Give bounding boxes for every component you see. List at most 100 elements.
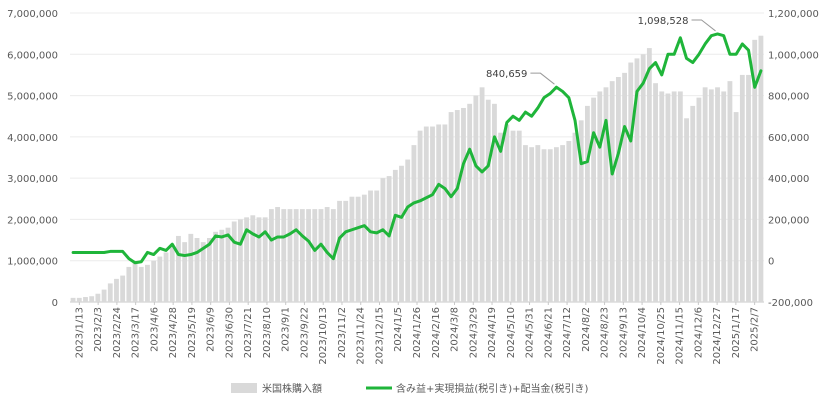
bar: [529, 147, 535, 302]
bar: [343, 200, 349, 302]
bar: [138, 266, 144, 302]
left-tick-label: 4,000,000: [7, 133, 58, 144]
bar: [306, 209, 311, 302]
x-tick-label: 2025/1/17: [731, 307, 742, 358]
bar: [634, 58, 640, 302]
right-tick-label: 200,000: [768, 215, 809, 226]
bar: [268, 209, 274, 302]
x-tick-label: 2023/6/30: [224, 307, 235, 358]
bar: [107, 283, 113, 302]
right-tick-label: 400,000: [768, 174, 809, 185]
line-series: [71, 32, 763, 265]
x-tick-label: 2024/9/13: [618, 307, 629, 358]
bar: [640, 54, 646, 302]
bar: [454, 110, 460, 303]
x-tick-label: 2023/2/3: [93, 307, 104, 352]
bar: [392, 169, 398, 302]
right-tick-label: 1,200,000: [768, 9, 819, 20]
x-tick-label: 2023/12/15: [374, 307, 385, 365]
bar: [597, 91, 603, 302]
bar: [423, 126, 429, 302]
bar: [225, 227, 231, 302]
bar: [591, 97, 597, 302]
bar: [492, 103, 497, 302]
bar: [653, 83, 658, 302]
bar: [430, 126, 435, 302]
left-tick-label: 5,000,000: [7, 92, 58, 103]
bar: [250, 215, 256, 302]
bar: [312, 209, 318, 302]
bar: [368, 190, 373, 302]
bar: [89, 296, 95, 302]
x-tick-label: 2023/8/10: [262, 307, 273, 358]
bar: [665, 93, 671, 302]
bar: [405, 159, 411, 302]
bar: [702, 87, 708, 302]
left-tick-label: 0: [52, 298, 58, 309]
bar: [758, 35, 764, 303]
bar: [213, 231, 219, 302]
x-tick-label: 2023/6/9: [206, 307, 217, 352]
x-tick-label: 2023/4/28: [168, 307, 179, 358]
left-tick-label: 2,000,000: [7, 215, 58, 226]
bar: [231, 221, 237, 302]
bar: [237, 219, 243, 302]
bars-layer: [70, 35, 764, 303]
x-tick-label: 2023/1/13: [74, 307, 85, 358]
x-tick-label: 2024/8/23: [600, 307, 611, 358]
x-tick-label: 2024/5/10: [506, 307, 517, 358]
bar: [417, 130, 423, 302]
left-y-axis: 0 1,000,000 2,000,000 3,000,000 4,000,000 5,0…: [7, 9, 58, 309]
bar: [461, 107, 466, 303]
bar: [479, 87, 485, 302]
bar: [114, 278, 119, 302]
x-tick-label: 2023/11/24: [356, 307, 367, 365]
bar: [578, 120, 584, 302]
bar: [169, 246, 175, 302]
bar: [615, 76, 621, 303]
bar: [380, 178, 386, 302]
bar: [504, 124, 510, 302]
bar: [163, 252, 169, 302]
bar: [690, 105, 696, 302]
bar: [523, 145, 528, 302]
bar: [684, 118, 689, 302]
bar: [132, 262, 138, 302]
bar: [535, 145, 541, 302]
bar: [83, 297, 88, 302]
bar: [739, 74, 745, 303]
bar: [554, 147, 559, 302]
right-tick-label: 1,000,000: [768, 50, 819, 61]
x-tick-label: 2023/4/6: [149, 307, 160, 352]
bar: [200, 242, 206, 302]
x-tick-label: 2023/3/17: [131, 307, 142, 358]
x-tick-label: 2025/2/7: [750, 307, 761, 352]
bar: [386, 176, 392, 302]
bar: [145, 264, 150, 302]
x-axis: 2023/1/13 2023/2/3 2023/2/24 2023/3/17 2023/…: [74, 302, 761, 365]
bar: [126, 266, 132, 302]
bar: [337, 200, 342, 302]
x-tick-label: 2024/12/27: [712, 307, 723, 365]
bar: [467, 103, 473, 302]
right-tick-label: 800,000: [768, 92, 809, 103]
bar: [752, 39, 758, 303]
bar: [541, 149, 547, 302]
x-tick-label: 2024/1/26: [412, 307, 423, 358]
x-tick-label: 2023/11/2: [337, 307, 348, 358]
x-tick-label: 2024/1/5: [393, 307, 404, 352]
annotation-label: 840,659: [486, 69, 527, 80]
x-tick-label: 2024/6/21: [543, 307, 554, 358]
x-tick-label: 2024/4/19: [487, 307, 498, 358]
bar: [207, 238, 212, 302]
bar: [299, 209, 305, 302]
x-tick-label: 2024/2/16: [431, 307, 442, 358]
x-tick-label: 2024/3/8: [450, 307, 461, 352]
legend: 米国株購入額 含み益+実現損益(税引き)+配当金(税引き): [231, 382, 588, 395]
x-tick-label: 2024/3/29: [468, 307, 479, 358]
right-tick-label: 600,000: [768, 133, 809, 144]
bar: [584, 105, 590, 302]
bar: [677, 91, 683, 302]
